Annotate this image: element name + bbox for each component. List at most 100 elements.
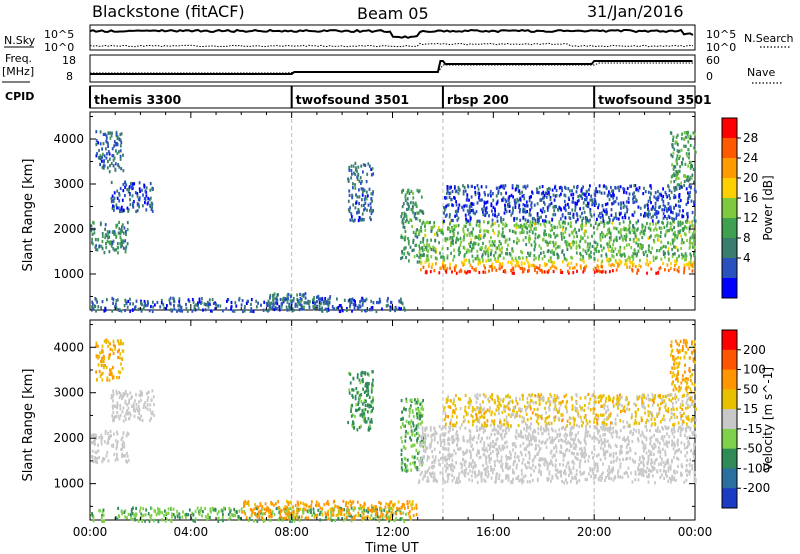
echo-cell <box>669 196 671 200</box>
echo-cell <box>675 203 677 207</box>
echo-region <box>347 161 375 223</box>
echo-cell <box>352 376 355 380</box>
echo-cell <box>186 513 189 517</box>
echo-cell <box>445 204 448 208</box>
echo-cell <box>351 218 354 222</box>
echo-cell <box>105 136 108 140</box>
echo-cell <box>405 397 408 401</box>
echo-cell <box>110 394 113 398</box>
echo-cell <box>547 249 550 253</box>
echo-cell <box>458 270 461 274</box>
echo-cell <box>117 514 120 518</box>
echo-cell <box>108 170 111 174</box>
echo-cell <box>468 210 471 214</box>
echo-cell <box>430 225 433 230</box>
echo-cell <box>687 263 690 267</box>
echo-cell <box>534 245 536 249</box>
echo-cell <box>121 454 123 459</box>
echo-cell <box>146 403 149 407</box>
echo-cell <box>388 519 390 523</box>
echo-cell <box>407 431 409 435</box>
echo-cell <box>91 441 93 445</box>
echo-cell <box>462 184 464 188</box>
echo-cell <box>119 352 122 356</box>
echo-cell <box>672 219 674 223</box>
echo-cell <box>448 185 451 189</box>
echo-cell <box>269 509 272 513</box>
echo-cell <box>592 226 595 230</box>
echo-cell <box>112 158 115 162</box>
echo-cell <box>321 513 324 517</box>
echo-cell <box>452 258 455 262</box>
echo-cell <box>110 368 113 372</box>
echo-cell <box>686 215 689 219</box>
echo-cell <box>582 256 585 261</box>
echo-cell <box>385 502 387 506</box>
echo-cell <box>585 221 588 225</box>
echo-cell <box>136 194 139 198</box>
echo-cell <box>412 514 415 518</box>
echo-cell <box>127 299 130 303</box>
echo-cell <box>417 411 420 415</box>
echo-cell <box>573 229 575 233</box>
echo-cell <box>350 514 352 518</box>
echo-cell <box>405 512 407 516</box>
echo-cell <box>304 301 307 305</box>
echo-cell <box>581 219 584 223</box>
echo-cell <box>537 257 540 261</box>
echo-cell <box>122 419 125 423</box>
echo-cell <box>256 507 259 511</box>
echo-cell <box>143 304 146 308</box>
echo-cell <box>612 478 615 482</box>
echo-cell <box>432 245 435 249</box>
echo-cell <box>351 196 353 200</box>
echo-cell <box>157 511 159 515</box>
echo-cell <box>491 209 493 213</box>
echo-cell <box>371 306 374 310</box>
echo-cell <box>143 300 146 304</box>
echo-cell <box>653 442 656 446</box>
echo-cell <box>687 179 690 183</box>
echo-cell <box>511 267 514 271</box>
echo-cell <box>464 204 467 208</box>
echo-cell <box>94 456 97 460</box>
echo-cell <box>657 189 659 194</box>
echo-cell <box>440 230 443 234</box>
echo-cell <box>417 451 419 456</box>
echo-cell <box>634 184 637 188</box>
echo-cell <box>177 304 180 308</box>
echo-cell <box>226 299 228 303</box>
echo-cell <box>130 515 133 519</box>
echo-cell <box>547 465 549 469</box>
echo-cell <box>515 201 518 205</box>
echo-cell <box>402 422 404 426</box>
echo-cell <box>512 249 514 253</box>
echo-cell <box>410 425 413 429</box>
echo-cell <box>631 213 634 217</box>
echo-cell <box>356 391 359 395</box>
echo-cell <box>296 516 299 520</box>
echo-cell <box>97 141 99 145</box>
echo-cell <box>400 399 403 403</box>
echo-cell <box>605 210 608 214</box>
echo-cell <box>287 503 290 507</box>
echo-cell <box>659 234 662 238</box>
echo-cell <box>361 180 363 184</box>
echo-cell <box>420 253 423 257</box>
echo-cell <box>418 228 421 233</box>
echo-cell <box>516 217 518 221</box>
echo-cell <box>550 224 553 228</box>
echo-cell <box>119 149 122 153</box>
echo-cell <box>173 297 175 301</box>
echo-cell <box>404 235 407 239</box>
echo-cell <box>662 194 665 199</box>
echo-cell <box>113 208 115 212</box>
echo-cell <box>354 300 356 304</box>
echo-cell <box>345 503 347 507</box>
echo-cell <box>414 398 416 402</box>
echo-cell <box>298 518 301 522</box>
echo-cell <box>528 199 531 203</box>
echo-cell <box>596 190 599 194</box>
echo-cell <box>107 150 110 154</box>
echo-cell <box>114 345 116 349</box>
